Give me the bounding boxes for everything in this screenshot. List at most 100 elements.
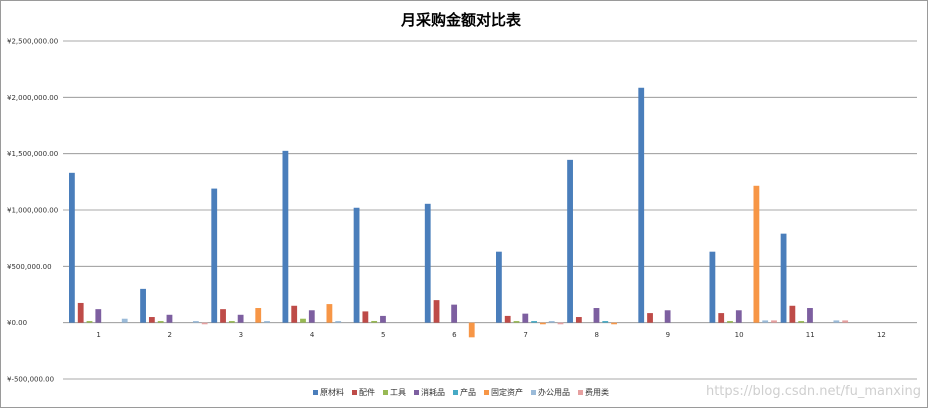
x-axis-tick-labels: 1 2 3 4 5 6 7 8 9 10 11 12 xyxy=(96,331,886,339)
x-tick-label: 6 xyxy=(452,331,457,339)
bar xyxy=(718,313,725,323)
legend-swatch xyxy=(484,390,489,395)
bar xyxy=(353,207,360,323)
legend-swatch xyxy=(313,390,318,395)
y-tick-label: ¥500,000.00 xyxy=(7,263,52,271)
bar xyxy=(326,304,333,323)
x-tick-label: 1 xyxy=(96,331,100,339)
legend-label: 配件 xyxy=(359,387,375,397)
bar xyxy=(504,315,511,323)
bar xyxy=(798,321,805,323)
legend-swatch xyxy=(383,390,388,395)
gridlines xyxy=(63,40,917,380)
bar xyxy=(593,308,600,323)
x-tick-label: 3 xyxy=(239,331,243,339)
legend-swatch xyxy=(531,390,536,395)
bar xyxy=(611,322,617,325)
x-tick-label: 2 xyxy=(168,331,172,339)
legend-label: 办公用品 xyxy=(538,387,570,397)
legend-label: 费用类 xyxy=(585,387,609,397)
legend-label: 工具 xyxy=(390,388,406,397)
bar xyxy=(148,317,155,323)
bar xyxy=(140,288,146,323)
bar xyxy=(513,321,520,323)
bar xyxy=(237,314,244,323)
x-tick-label: 10 xyxy=(735,331,744,339)
y-tick-label: ¥1,000,000.00 xyxy=(7,207,58,215)
bar xyxy=(95,309,102,323)
bar xyxy=(807,308,813,323)
bar xyxy=(771,320,777,323)
bar xyxy=(522,313,529,323)
legend-swatch xyxy=(414,390,419,395)
bar xyxy=(664,310,671,323)
bar xyxy=(789,305,796,323)
bar xyxy=(211,188,218,323)
bars xyxy=(69,87,849,338)
x-tick-label: 9 xyxy=(666,331,670,339)
bar xyxy=(255,308,262,323)
bar xyxy=(709,251,716,323)
watermark-text: https://blog.csdn.net/fu_manxing xyxy=(706,384,921,399)
bar xyxy=(424,203,431,323)
legend-swatch xyxy=(453,390,458,395)
bar xyxy=(335,321,342,323)
legend: 原材料 配件 工具 消耗品 产品 固定资产 办公用品 费用类 xyxy=(313,387,609,397)
bar xyxy=(762,320,769,323)
legend-label: 消耗品 xyxy=(421,387,445,397)
bar xyxy=(602,321,609,323)
bar xyxy=(77,302,84,323)
bar xyxy=(540,322,546,325)
x-tick-label: 4 xyxy=(310,331,315,339)
bar xyxy=(833,320,840,323)
y-tick-label: ¥1,500,000.00 xyxy=(7,150,58,158)
x-tick-label: 5 xyxy=(381,331,385,339)
bar xyxy=(69,172,75,323)
bar xyxy=(121,318,128,323)
legend-swatch xyxy=(352,390,357,395)
bar xyxy=(496,251,502,323)
bar xyxy=(647,313,653,323)
bar xyxy=(567,159,573,323)
bar xyxy=(201,322,208,325)
x-tick-label: 7 xyxy=(523,331,527,339)
bar xyxy=(371,320,378,323)
legend-label: 原材料 xyxy=(320,387,344,397)
y-tick-label: ¥-500,000.00 xyxy=(7,376,54,384)
bar xyxy=(753,185,760,323)
bar xyxy=(166,314,173,323)
legend-label: 固定资产 xyxy=(491,387,523,397)
y-tick-label: ¥0.00 xyxy=(7,319,27,327)
bar xyxy=(264,321,270,323)
x-tick-label: 12 xyxy=(877,331,886,339)
legend-label: 产品 xyxy=(460,387,476,397)
bar xyxy=(468,322,475,338)
y-tick-label: ¥2,000,000.00 xyxy=(7,94,58,102)
bar xyxy=(362,311,369,323)
bar xyxy=(575,317,582,323)
bar xyxy=(548,321,555,323)
bar xyxy=(157,321,164,323)
chart-title: 月采购金额对比表 xyxy=(400,11,522,29)
y-axis-tick-labels: ¥-500,000.00 ¥0.00 ¥500,000.00 ¥1,000,000.0… xyxy=(7,38,58,384)
bar xyxy=(433,300,440,323)
bar xyxy=(780,233,787,323)
bar xyxy=(308,310,315,323)
bar xyxy=(557,322,564,325)
y-tick-label: ¥2,500,000.00 xyxy=(7,38,58,46)
bar xyxy=(380,315,386,323)
bar xyxy=(451,304,458,323)
x-tick-label: 8 xyxy=(595,331,599,339)
bar xyxy=(291,305,298,323)
bar xyxy=(220,309,226,323)
bar xyxy=(638,87,645,323)
bar xyxy=(300,318,306,323)
bar xyxy=(842,320,849,323)
bar xyxy=(228,321,235,323)
bar xyxy=(86,321,93,323)
legend-swatch xyxy=(578,390,583,395)
bar xyxy=(531,321,537,323)
bar xyxy=(282,150,289,323)
